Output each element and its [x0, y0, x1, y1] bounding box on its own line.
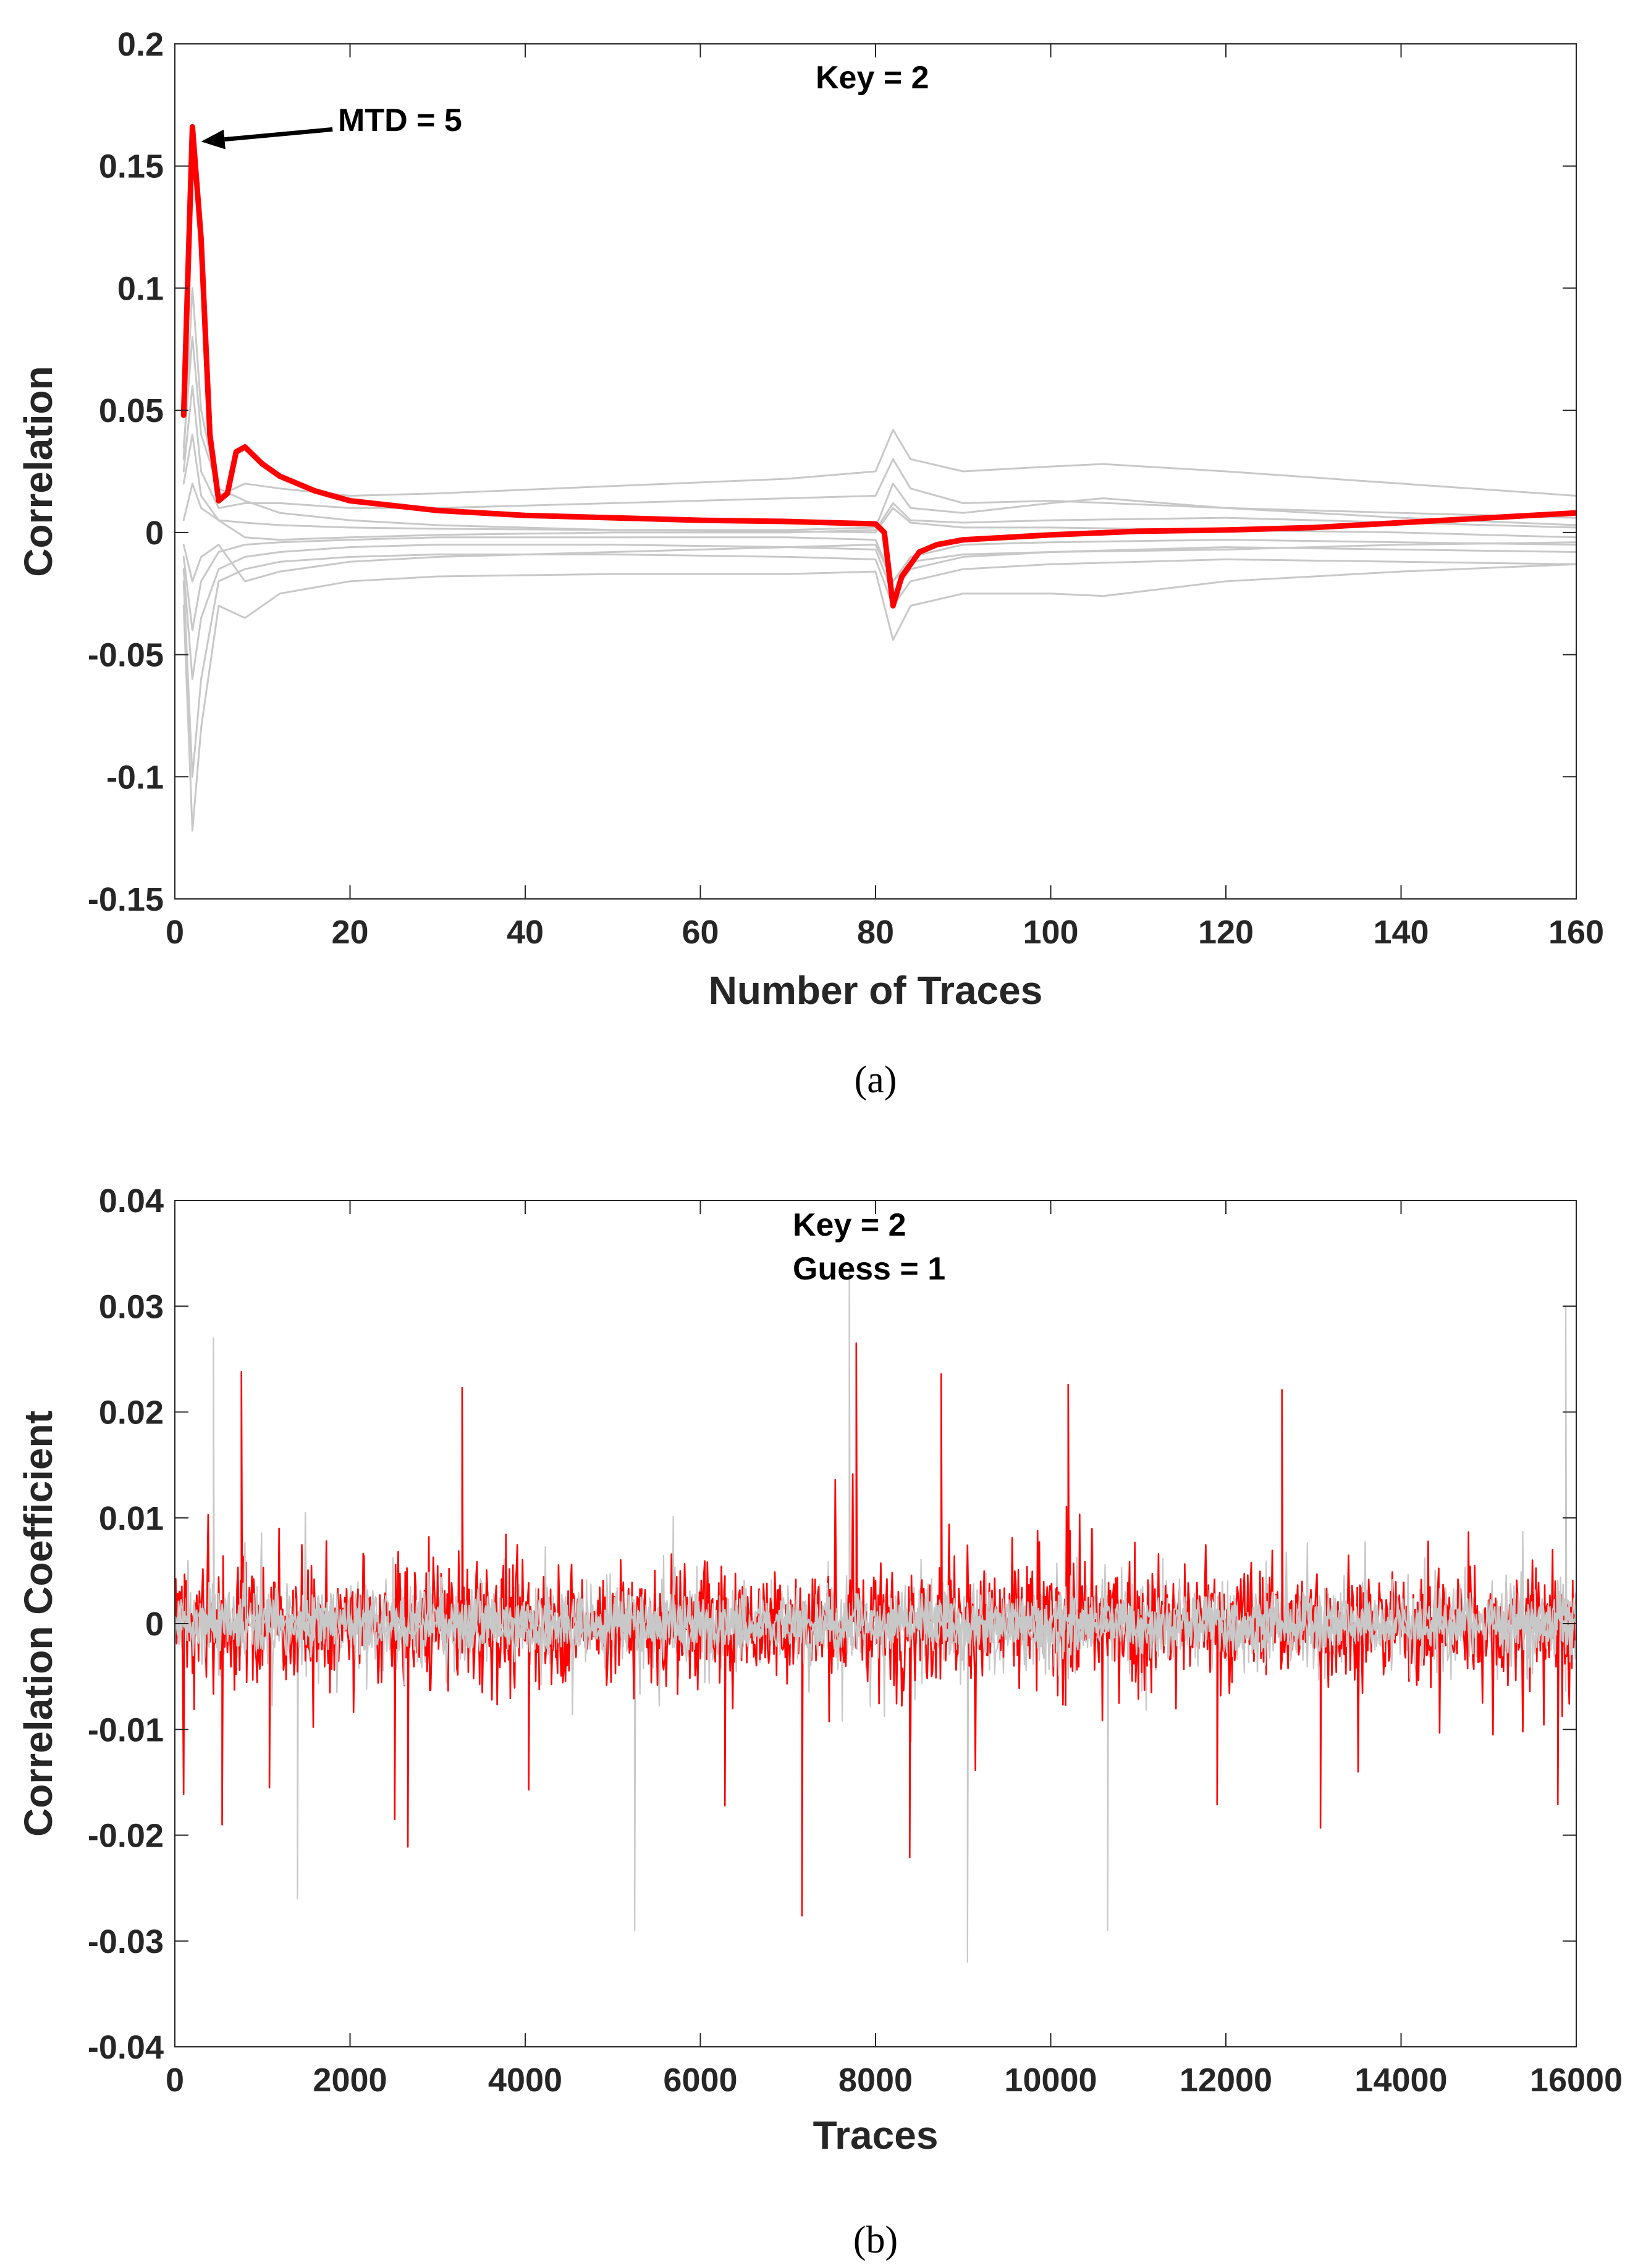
chart-b: -0.04 -0.03 -0.02 -0.01 0 0.01 0.02 0.03…: [16, 1182, 1623, 2261]
chart-a-xtick-label: 0: [166, 914, 184, 951]
chart-a-series-guess: [182, 536, 1576, 631]
chart-b-xtick-label: 14000: [1354, 2062, 1447, 2099]
chart-b-ytick-label: -0.03: [88, 1923, 164, 1960]
chart-b-y-axis-label: Correlation Coefficient: [16, 1410, 61, 1837]
chart-a-series-guess: [182, 483, 1576, 541]
chart-a-xtick-label: 140: [1373, 914, 1429, 951]
chart-b-series-guess: [175, 1567, 1576, 1684]
chart-a-ytick-label: -0.1: [106, 759, 164, 796]
chart-a-xtick-label: 40: [507, 914, 544, 951]
chart-b-key-annotation: Key = 2: [793, 1207, 906, 1243]
chart-a-mtd-arrow: [224, 127, 333, 142]
chart-b-ytick-label: 0.04: [99, 1182, 164, 1220]
chart-a-series-guess: [182, 336, 1576, 531]
chart-b-guess-annotation: Guess = 1: [793, 1251, 945, 1287]
chart-b-ytick-label: -0.02: [88, 1818, 164, 1855]
chart-a-key-annotation: Key = 2: [816, 60, 929, 96]
chart-b-xtick-label: 2000: [313, 2062, 387, 2099]
chart-b-xtick-label: 6000: [663, 2062, 737, 2099]
chart-b-ytick-label: 0.03: [99, 1288, 164, 1325]
chart-a-ticks: [174, 43, 1577, 900]
chart-b-ytick-label: 0: [145, 1606, 164, 1643]
chart-a-ytick-label: -0.15: [88, 881, 164, 918]
chart-b-plot-area: [175, 1263, 1576, 1963]
chart-b-ytick-label: 0.02: [99, 1394, 164, 1431]
chart-a-series-guess: [182, 553, 1576, 778]
chart-a: -0.15 -0.1 -0.05 0 0.05 0.1 0.15 0.2 0 2…: [16, 26, 1604, 1101]
chart-a-ytick-label: -0.05: [88, 637, 164, 674]
chart-b-caption: (b): [853, 2219, 898, 2261]
chart-a-ytick-label: 0.2: [117, 26, 164, 63]
chart-b-xtick-label: 10000: [1004, 2062, 1097, 2099]
chart-a-series-guess: [182, 544, 1576, 680]
chart-a-mtd-arrow-head: [201, 129, 226, 150]
chart-a-xtick-label: 120: [1198, 914, 1254, 951]
chart-b-x-axis-label: Traces: [813, 2113, 939, 2157]
chart-a-caption: (a): [855, 1059, 897, 1101]
chart-a-series-guess: [182, 287, 1576, 497]
chart-b-ytick-label: -0.04: [88, 2029, 164, 2066]
chart-b-xtick-label: 4000: [488, 2062, 562, 2099]
chart-b-xtick-label: 0: [166, 2062, 184, 2099]
chart-a-xtick-label: 20: [331, 914, 368, 951]
chart-a-xtick-label: 160: [1548, 914, 1604, 951]
chart-b-xtick-label: 8000: [838, 2062, 913, 2099]
chart-a-ytick-label: 0.1: [117, 270, 164, 307]
chart-b-xtick-label: 16000: [1530, 2062, 1623, 2099]
chart-a-series-guess: [182, 563, 1576, 832]
chart-a-mtd-annotation: MTD = 5: [338, 103, 462, 138]
chart-a-plot-area: [180, 124, 1576, 832]
chart-b-xtick-label: 12000: [1180, 2062, 1272, 2099]
chart-a-xtick-label: 60: [682, 914, 719, 951]
chart-a-x-axis-label: Number of Traces: [709, 968, 1043, 1013]
chart-a-xtick-label: 100: [1023, 914, 1078, 951]
chart-b-ticks: [174, 1200, 1577, 2047]
chart-a-y-axis-label: Correlation: [16, 366, 61, 576]
chart-a-series-guess: [182, 385, 1576, 519]
chart-a-series-key: [180, 124, 1576, 609]
chart-a-xtick-label: 80: [857, 914, 894, 951]
chart-b-ytick-label: 0.01: [99, 1500, 164, 1537]
chart-a-series-guess: [182, 434, 1576, 539]
chart-b-ytick-label: -0.01: [88, 1711, 164, 1748]
chart-a-series-guess: [182, 541, 1576, 583]
chart-a-ytick-label: 0: [145, 515, 164, 552]
chart-a-ytick-label: 0.05: [99, 392, 164, 429]
chart-a-ytick-label: 0.15: [99, 148, 164, 185]
